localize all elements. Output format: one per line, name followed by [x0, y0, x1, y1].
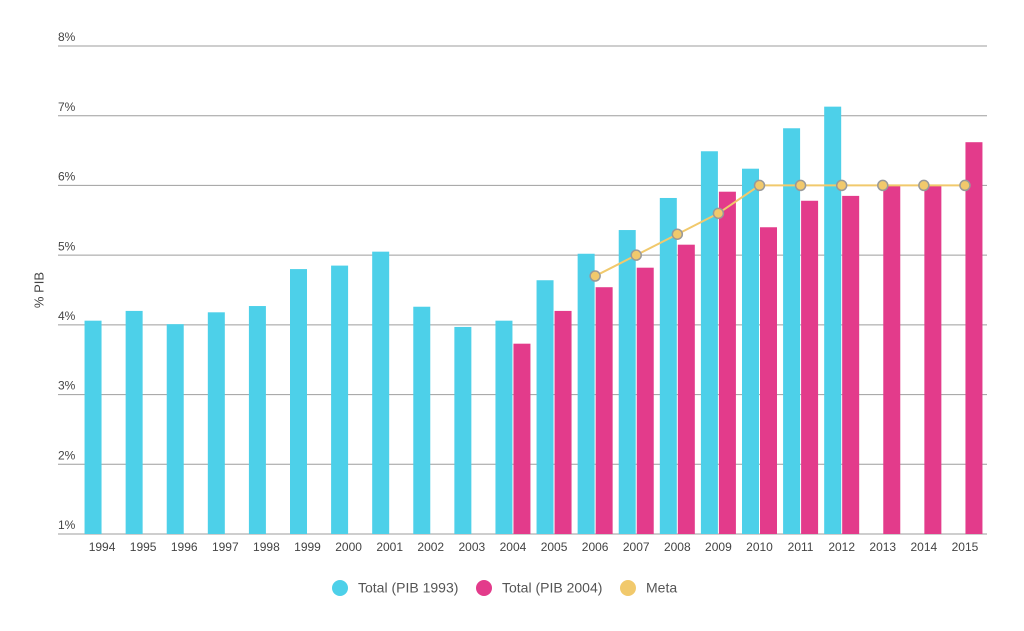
x-tick-label: 2015	[952, 540, 979, 554]
bar	[331, 265, 349, 534]
x-tick-label: 2010	[746, 540, 773, 554]
x-tick-label: 1998	[253, 540, 280, 554]
bar	[965, 142, 983, 534]
bar	[700, 151, 718, 535]
y-tick-label: 7%	[58, 100, 76, 114]
bar	[166, 324, 184, 534]
x-tick-label: 1994	[89, 540, 116, 554]
x-tick-label: 2012	[828, 540, 855, 554]
line-marker	[835, 179, 848, 192]
line-marker	[712, 207, 725, 220]
legend-marker	[332, 580, 348, 596]
line-marker	[589, 270, 601, 282]
y-tick-label: 8%	[58, 30, 76, 44]
y-tick-label: 5%	[58, 239, 76, 253]
x-tick-label: 2013	[869, 540, 896, 554]
bar	[924, 185, 942, 534]
line-marker	[877, 179, 889, 192]
line-marker	[794, 179, 807, 192]
x-tick-label: 2003	[459, 540, 486, 554]
x-tick-label: 2000	[335, 540, 362, 554]
bar	[801, 200, 819, 534]
bar	[413, 306, 431, 534]
y-axis-label: % PIB	[31, 272, 46, 308]
x-tick-label: 2002	[417, 540, 444, 554]
x-tick-label: 2009	[705, 540, 732, 554]
bar	[742, 168, 759, 534]
line	[594, 184, 965, 277]
line-marker	[918, 179, 930, 192]
x-tick-label: 2008	[664, 540, 691, 554]
y-tick-label: 4%	[58, 309, 76, 323]
bar	[677, 244, 695, 534]
bar	[718, 191, 736, 534]
x-tick-label: 1999	[294, 540, 321, 554]
bar	[125, 310, 143, 534]
bar	[454, 326, 472, 534]
bar	[595, 287, 613, 534]
bar	[495, 320, 513, 534]
legend-marker	[476, 580, 492, 596]
bar	[248, 306, 266, 534]
x-tick-label: 2001	[376, 540, 403, 554]
bar	[372, 251, 390, 534]
x-tick-label: 2005	[541, 540, 568, 554]
x-tick-label: 2007	[623, 540, 650, 554]
bar	[659, 197, 677, 534]
y-tick-label: 6%	[58, 170, 76, 184]
legend-marker	[620, 580, 636, 596]
legend-label: Total (PIB 1993)	[358, 580, 458, 596]
bar	[636, 267, 654, 534]
line-marker	[630, 249, 642, 261]
legend-label: Total (PIB 2004)	[502, 580, 602, 596]
line-marker	[959, 179, 971, 192]
x-tick-label: 2006	[582, 540, 609, 554]
legend-label: Meta	[646, 580, 677, 596]
bar	[290, 269, 307, 534]
line-marker	[671, 228, 684, 240]
bar	[536, 280, 554, 534]
x-tick-label: 1995	[130, 540, 157, 554]
bar	[513, 343, 531, 534]
bar	[207, 312, 225, 534]
bar	[783, 128, 801, 534]
bar	[577, 253, 595, 534]
x-tick-label: 1996	[171, 540, 198, 554]
bar	[84, 320, 102, 534]
bar	[760, 227, 777, 534]
y-tick-label: 2%	[58, 448, 76, 462]
x-tick-label: 2014	[911, 540, 938, 554]
bar	[883, 185, 901, 534]
bar	[824, 106, 842, 534]
x-tick-label: 1997	[212, 540, 239, 554]
bar	[618, 230, 636, 534]
x-tick-label: 2004	[500, 540, 527, 554]
x-tick-label: 2011	[788, 540, 814, 554]
y-tick-label: 1%	[58, 518, 76, 532]
bar	[842, 195, 860, 534]
bar	[554, 310, 572, 534]
line-marker	[753, 179, 766, 192]
y-tick-label: 3%	[58, 379, 76, 393]
